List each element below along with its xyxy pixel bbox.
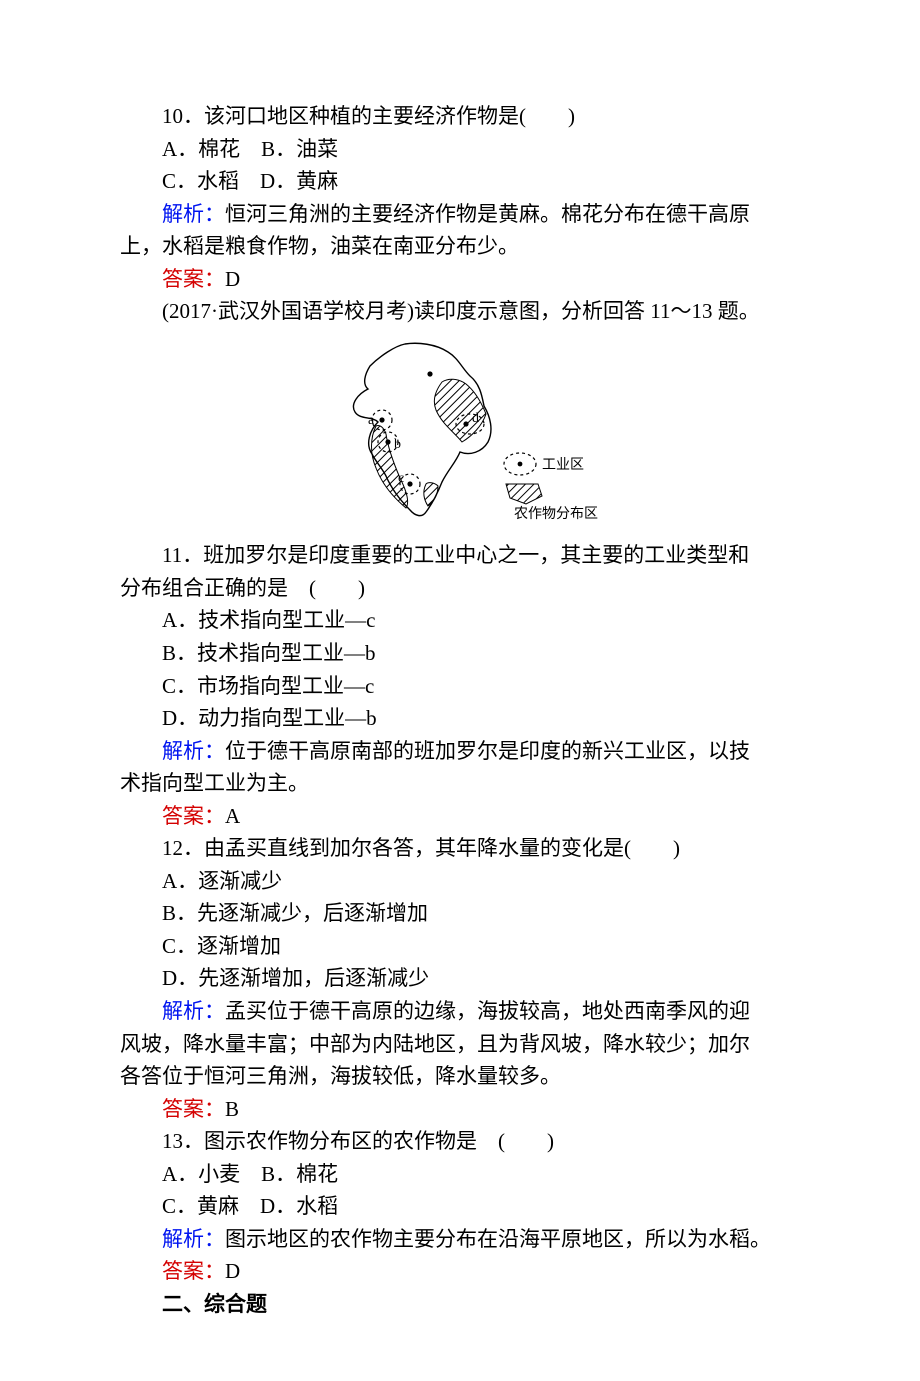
q12-optB: B．先逐渐减少，后逐渐增加 (120, 897, 800, 930)
legend-crop-icon (506, 484, 542, 504)
jiexi-label: 解析： (162, 999, 225, 1023)
daan-label: 答案： (162, 1097, 225, 1121)
q12-answer: 答案：B (120, 1093, 800, 1126)
q12-prompt: 12．由孟买直线到加尔各答，其年降水量的变化是( ) (120, 832, 800, 865)
jiexi-label: 解析： (162, 202, 225, 226)
india-map-figure: a b c d 工业区 农作物分布区 (120, 334, 800, 534)
q12-jiexi-line3: 各答位于恒河三角洲，海拔较低，降水量较多。 (120, 1060, 800, 1093)
q13-jiexi: 解析：图示地区的农作物主要分布在沿海平原地区，所以为水稻。 (120, 1223, 800, 1256)
india-map-svg: a b c d 工业区 农作物分布区 (310, 334, 610, 524)
city-dot-c (407, 481, 412, 486)
q13-jiexi-text: 图示地区的农作物主要分布在沿海平原地区，所以为水稻。 (225, 1227, 771, 1251)
q11-prompt-line2: 分布组合正确的是 ( ) (120, 572, 800, 605)
city-dot-north (427, 371, 432, 376)
q11-optB: B．技术指向型工业—b (120, 637, 800, 670)
city-dot-b (385, 439, 390, 444)
daan-label: 答案： (162, 267, 225, 291)
q11-answer: 答案：A (120, 800, 800, 833)
city-dot-d (463, 421, 468, 426)
q10-jiexi-line2: 上，水稻是粮食作物，油菜在南亚分布少。 (120, 230, 800, 263)
q12-daan-value: B (225, 1097, 239, 1121)
intro-11-13: (2017·武汉外国语学校月考)读印度示意图，分析回答 11～13 题。 (120, 295, 800, 328)
q12-jiexi-line1: 解析：孟买位于德干高原的边缘，海拔较高，地处西南季风的迎 (120, 995, 800, 1028)
q12-optA: A．逐渐减少 (120, 865, 800, 898)
q11-jiexi-line1: 解析：位于德干高原南部的班加罗尔是印度的新兴工业区，以技 (120, 735, 800, 768)
q11-optA: A．技术指向型工业—c (120, 604, 800, 637)
q13-prompt: 13．图示农作物分布区的农作物是 ( ) (120, 1125, 800, 1158)
q10-prompt: 10．该河口地区种植的主要经济作物是( ) (120, 100, 800, 133)
q11-jiexi-text1: 位于德干高原南部的班加罗尔是印度的新兴工业区，以技 (225, 739, 750, 763)
crop-region-south (424, 483, 438, 506)
q12-optC: C．逐渐增加 (120, 930, 800, 963)
daan-label: 答案： (162, 1259, 225, 1283)
jiexi-label: 解析： (162, 1227, 225, 1251)
daan-label: 答案： (162, 804, 225, 828)
q12-jiexi-text1: 孟买位于德干高原的边缘，海拔较高，地处西南季风的迎 (225, 999, 750, 1023)
city-dot-a (379, 417, 384, 422)
q10-answer: 答案：D (120, 263, 800, 296)
q13-answer: 答案：D (120, 1255, 800, 1288)
q11-optC: C．市场指向型工业—c (120, 670, 800, 703)
q10-jiexi-line1: 解析：恒河三角洲的主要经济作物是黄麻。棉花分布在德干高原 (120, 198, 800, 231)
jiexi-label: 解析： (162, 739, 225, 763)
q12-optD: D．先逐渐增加，后逐渐减少 (120, 962, 800, 995)
q11-prompt-line1: 11．班加罗尔是印度重要的工业中心之一，其主要的工业类型和 (120, 539, 800, 572)
q11-daan-value: A (225, 804, 240, 828)
q13-options-cd: C．黄麻 D．水稻 (120, 1190, 800, 1223)
legend-ind-text: 工业区 (542, 457, 584, 473)
legend-crop-text: 农作物分布区 (514, 506, 598, 522)
q12-jiexi-line2: 风坡，降水量丰富；中部为内陆地区，且为背风坡，降水较少；加尔 (120, 1028, 800, 1061)
q10-options-cd: C．水稻 D．黄麻 (120, 165, 800, 198)
q13-options-ab: A．小麦 B．棉花 (120, 1158, 800, 1191)
q10-options-ab: A．棉花 B．油菜 (120, 133, 800, 166)
q10-daan-value: D (225, 267, 240, 291)
legend-ind-dot (518, 461, 523, 466)
q10-jiexi-text1: 恒河三角洲的主要经济作物是黄麻。棉花分布在德干高原 (225, 202, 750, 226)
q11-optD: D．动力指向型工业—b (120, 702, 800, 735)
label-d: d (472, 411, 479, 426)
section-2-title: 二、综合题 (120, 1288, 800, 1321)
q11-jiexi-line2: 术指向型工业为主。 (120, 767, 800, 800)
q13-daan-value: D (225, 1259, 240, 1283)
